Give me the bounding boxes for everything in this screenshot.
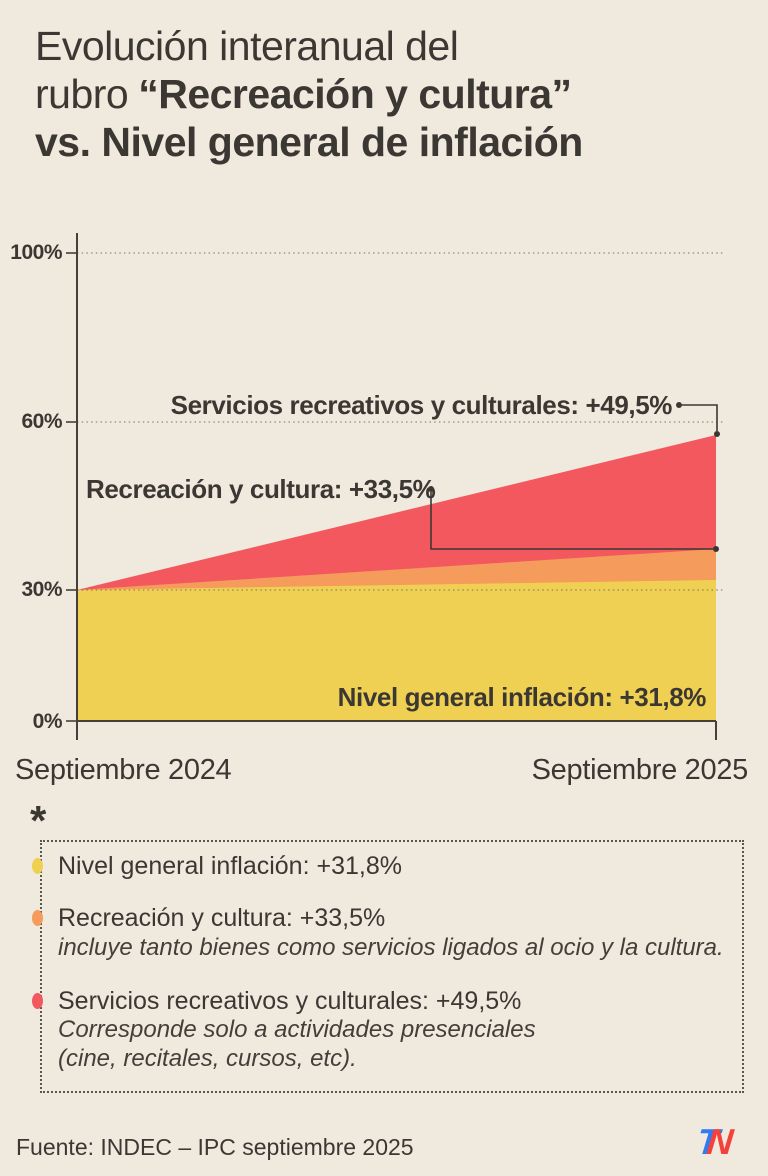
ytick-label-0: 0% <box>32 710 63 733</box>
page-title: Evolución interanual del rubro “Recreació… <box>35 22 745 166</box>
legend-note-servicios-1: Corresponde solo a actividades presencia… <box>58 1016 536 1043</box>
legend-asterisk: * <box>30 797 47 844</box>
legend-dot-nivel-general <box>32 858 43 874</box>
inflation-area-chart <box>66 233 724 740</box>
title-line-2-bold: “Recreación y cultura” <box>138 71 572 117</box>
tn-logo-n: N <box>704 1121 734 1162</box>
callout-dot-recreacion-label <box>428 486 434 492</box>
legend-label-nivel-general: Nivel general inflación: +31,8% <box>58 852 402 880</box>
xlabel-left: Septiembre 2024 <box>15 754 232 786</box>
callout-dot-recreacion-peak <box>713 546 719 552</box>
callout-line-servicios <box>682 404 718 431</box>
legend-label-recreacion: Recreación y cultura: +33,5% <box>58 904 386 932</box>
tn-logo: TN <box>695 1121 734 1162</box>
legend-box <box>40 840 744 1093</box>
series-label-nivel-general: Nivel general inflación: +31,8% <box>337 682 707 712</box>
callout-line-recreacion <box>430 492 713 550</box>
callout-dot-servicios-peak <box>714 431 720 437</box>
series-label-recreacion: Recreación y cultura: +33,5% <box>86 474 436 504</box>
xlabel-right: Septiembre 2025 <box>531 754 749 786</box>
legend-label-servicios: Servicios recreativos y culturales: +49,… <box>58 987 522 1015</box>
legend-dot-servicios <box>32 993 43 1009</box>
area-nivel-general <box>77 580 716 721</box>
ytick-label-30: 30% <box>21 578 62 601</box>
callout-dot-servicios-label <box>676 402 682 408</box>
source-text: Fuente: INDEC – IPC septiembre 2025 <box>16 1134 414 1160</box>
ytick-label-100: 100% <box>10 241 62 264</box>
title-line-3: vs. Nivel general de inflación <box>35 119 583 165</box>
title-line-1: Evolución interanual del <box>35 23 459 69</box>
ytick-label-60: 60% <box>21 410 62 433</box>
legend-dot-recreacion <box>32 910 43 926</box>
title-line-2-regular: rubro <box>35 71 129 117</box>
title-line-2: rubro “Recreación y cultura” <box>35 70 745 118</box>
legend-note-recreacion: incluye tanto bienes como servicios liga… <box>58 934 724 961</box>
legend-note-servicios-2: (cine, recitales, cursos, etc). <box>58 1045 357 1072</box>
series-label-servicios: Servicios recreativos y culturales: +49,… <box>170 390 673 420</box>
